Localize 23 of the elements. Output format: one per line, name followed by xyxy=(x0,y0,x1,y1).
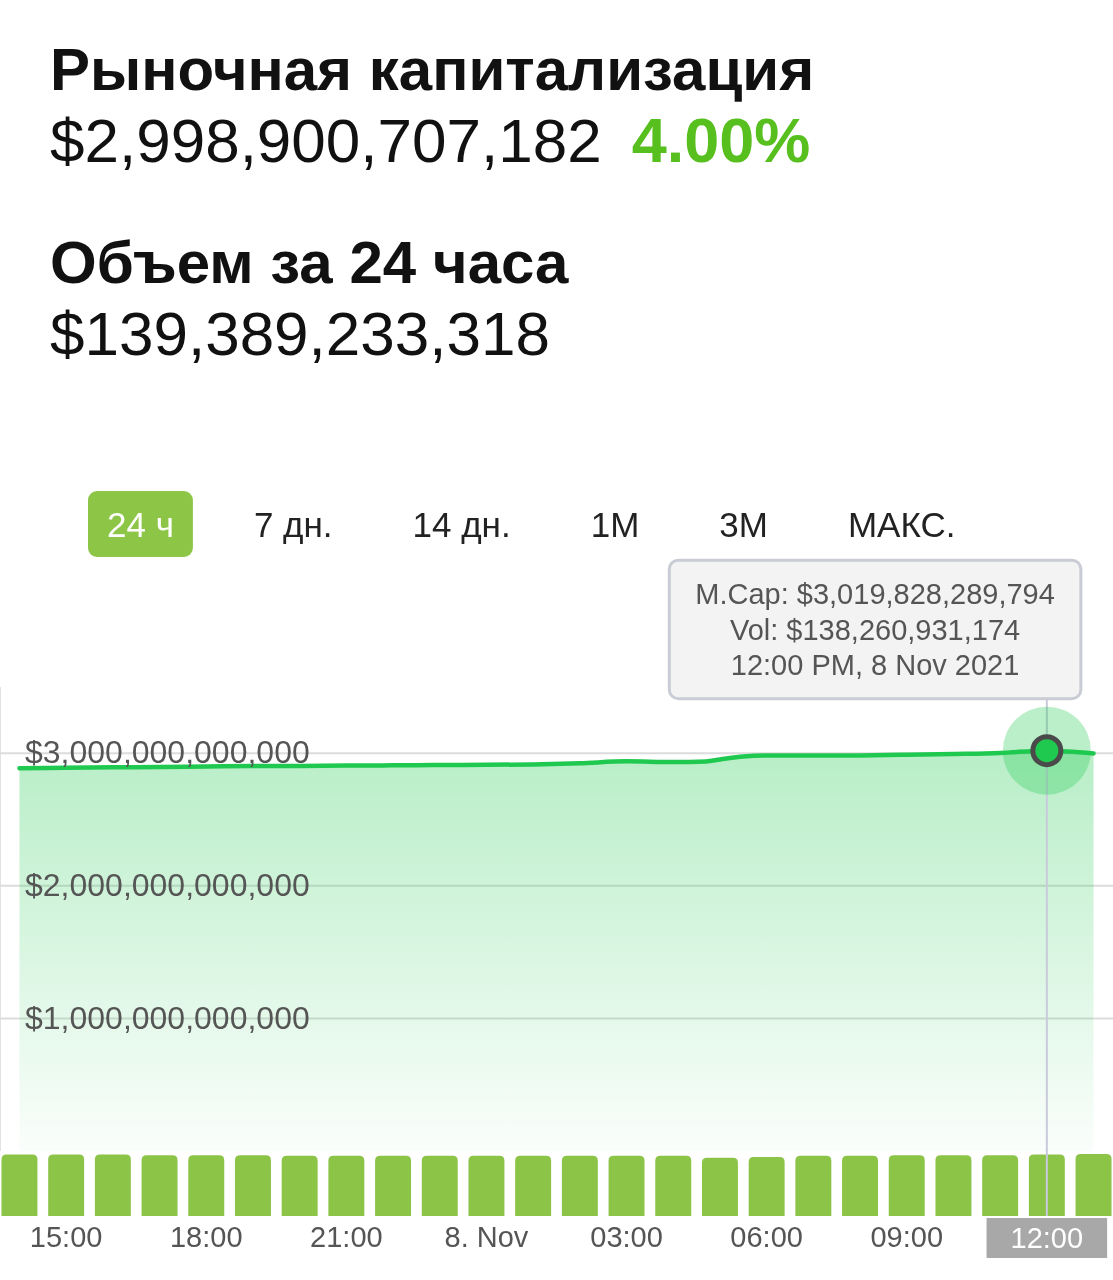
text: 24 ч xyxy=(107,505,174,544)
x-tick-label: 21:00 xyxy=(310,1221,383,1253)
ref-line-label: 12:00 xyxy=(1010,1222,1084,1254)
text: Рыночная капитализация xyxy=(50,36,815,103)
x-tick-label: 18:00 xyxy=(169,1221,243,1253)
annotation: M.Cap: $3,019,828,289,794 Vol: $138,260,931,174 12:00 PM, 8 Nov 2021 xyxy=(695,578,1055,682)
y-tick-label: $1,000,000,000,000 xyxy=(25,999,310,1036)
text: 4.00% xyxy=(631,105,811,175)
x-tick-label: 09:00 xyxy=(870,1221,944,1253)
x-tick-label: 8. Nov xyxy=(444,1221,529,1253)
text: $2,998,900,707,182 xyxy=(50,106,602,175)
x-tick-label: 06:00 xyxy=(730,1221,803,1253)
text: МАКС. xyxy=(847,505,956,544)
y-tick-label: $3,000,000,000,000 xyxy=(25,734,310,771)
x-tick-label: 03:00 xyxy=(590,1221,663,1253)
text: $139,389,233,318 xyxy=(50,299,550,368)
text: 7 дн. xyxy=(253,505,333,544)
text: 14 дн. xyxy=(412,505,511,544)
x-tick-label: 15:00 xyxy=(29,1221,103,1253)
text: 1М xyxy=(590,505,640,544)
text: 3М xyxy=(719,505,768,544)
y-tick-label: $2,000,000,000,000 xyxy=(25,867,310,904)
text: Объем за 24 часа xyxy=(50,229,570,296)
